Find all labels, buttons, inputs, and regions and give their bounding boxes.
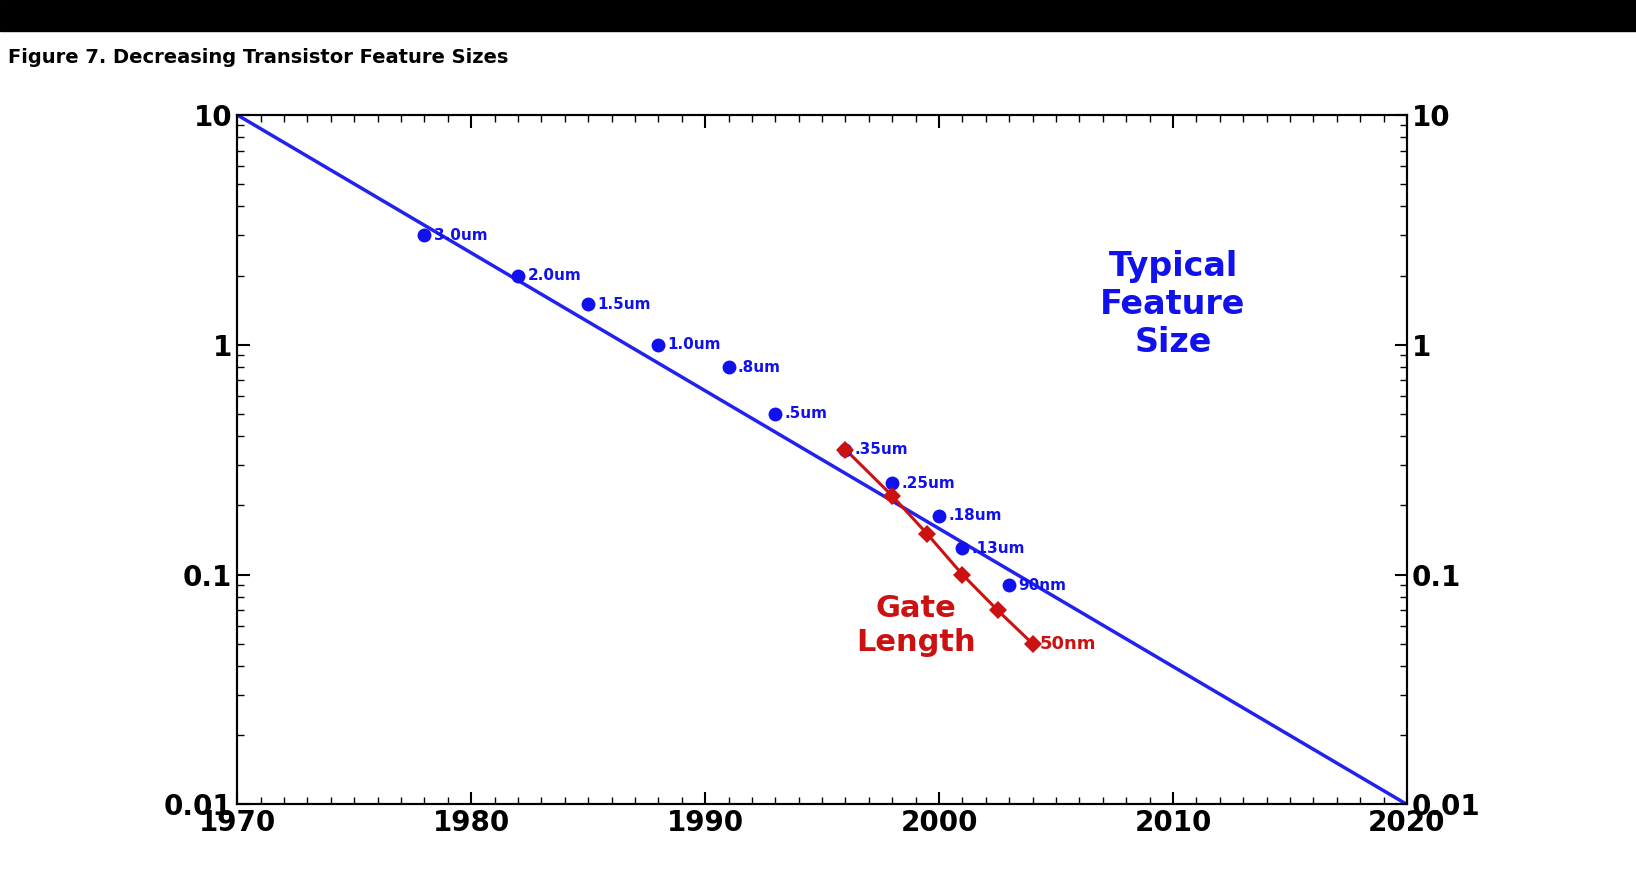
Text: Gate
Length: Gate Length	[856, 594, 975, 657]
Bar	[0, 0, 1636, 88]
Text: .13um: .13um	[972, 541, 1026, 556]
Bar	[0, 0, 1636, 31]
Text: .35um: .35um	[856, 442, 908, 457]
Text: Micron: Micron	[74, 396, 106, 523]
Text: Figure 7. Decreasing Transistor Feature Sizes: Figure 7. Decreasing Transistor Feature …	[8, 48, 509, 67]
Text: 90nm: 90nm	[1019, 577, 1067, 592]
Text: .18um: .18um	[949, 508, 1001, 523]
Text: .5um: .5um	[785, 407, 828, 422]
Text: 3.0um: 3.0um	[434, 227, 488, 242]
Text: 1.5um: 1.5um	[597, 297, 651, 312]
Text: .25um: .25um	[901, 476, 955, 491]
Text: 2.0um: 2.0um	[527, 268, 581, 283]
Text: Typical
Feature
Size: Typical Feature Size	[1101, 249, 1245, 359]
Text: .8um: .8um	[738, 360, 780, 375]
Text: 50nm: 50nm	[1039, 635, 1096, 652]
Text: 1.0um: 1.0um	[667, 338, 721, 352]
